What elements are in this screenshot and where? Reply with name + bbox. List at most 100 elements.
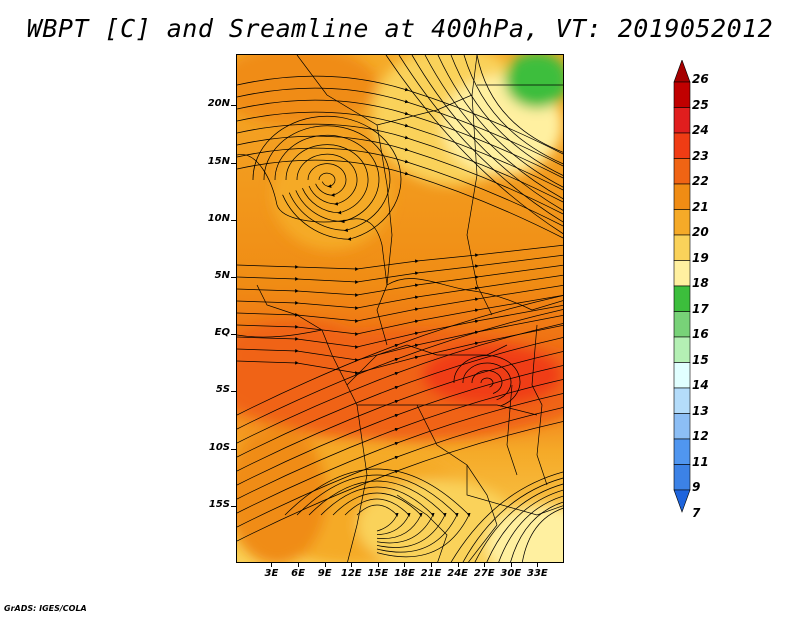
streamline bbox=[285, 144, 369, 215]
streamline bbox=[522, 507, 563, 562]
colorbar-level-label: 12 bbox=[692, 429, 709, 443]
streamline bbox=[237, 295, 563, 416]
colorbar-segment bbox=[673, 107, 691, 134]
colorbar-segment bbox=[673, 183, 691, 210]
colorbar-segment bbox=[673, 209, 691, 236]
streamline bbox=[476, 55, 563, 153]
colorbar-level-label: 22 bbox=[692, 174, 709, 188]
colorbar-level-label: 19 bbox=[692, 250, 709, 265]
lon-tick-mark bbox=[510, 563, 512, 567]
colorbar bbox=[673, 60, 691, 513]
lon-tick-label: 24E bbox=[447, 568, 468, 579]
lat-tick-label: 15N bbox=[207, 155, 230, 167]
streamline bbox=[332, 492, 423, 539]
streamline bbox=[320, 486, 435, 544]
streamline bbox=[450, 55, 563, 176]
colorbar-level-label: 25 bbox=[692, 97, 709, 112]
streamline bbox=[274, 134, 380, 224]
colorbar-segment bbox=[673, 311, 691, 338]
streamline bbox=[237, 99, 563, 179]
colorbar-level-label: 7 bbox=[692, 505, 701, 520]
lat-tick-label: 10S bbox=[208, 441, 230, 453]
colorbar-level-label: 16 bbox=[692, 327, 709, 341]
streamline bbox=[237, 87, 563, 167]
colorbar-level-label: 23 bbox=[692, 148, 709, 163]
streamline bbox=[252, 115, 402, 241]
streamline bbox=[356, 504, 399, 532]
lon-tick-label: 33E bbox=[527, 568, 548, 579]
streamline bbox=[462, 362, 512, 401]
streamline bbox=[411, 55, 563, 211]
lat-tick-label: 20N bbox=[207, 98, 230, 110]
streamline bbox=[344, 498, 411, 535]
lat-tick-mark bbox=[231, 219, 236, 221]
colorbar-min-triangle bbox=[673, 489, 691, 513]
colorbar-level-label: 26 bbox=[692, 72, 709, 86]
lat-tick-mark bbox=[231, 505, 236, 507]
streamline bbox=[463, 55, 563, 165]
streamline bbox=[237, 379, 563, 500]
lon-tick-mark bbox=[377, 563, 379, 567]
colorbar-segment bbox=[673, 285, 691, 312]
colorbar-level-label: 18 bbox=[692, 276, 709, 290]
colorbar-segment bbox=[673, 362, 691, 389]
lat-tick-label: 15S bbox=[208, 498, 230, 510]
lat-tick-mark bbox=[231, 277, 236, 279]
colorbar-level-label: 17 bbox=[692, 301, 709, 316]
lat-tick-mark bbox=[231, 162, 236, 164]
streamline bbox=[486, 489, 563, 562]
lon-tick-label: 3E bbox=[264, 568, 279, 579]
colorbar-level-label: 11 bbox=[692, 454, 709, 469]
colorbar-segment bbox=[673, 132, 691, 159]
streamline bbox=[480, 377, 494, 388]
streamline bbox=[237, 407, 563, 528]
streamline bbox=[398, 55, 563, 223]
lat-tick-label: 5N bbox=[214, 270, 230, 282]
colorbar-max-triangle bbox=[673, 60, 691, 83]
colorbar-segment bbox=[673, 260, 691, 287]
colorbar-level-label: 15 bbox=[692, 352, 709, 367]
lon-tick-mark bbox=[537, 563, 539, 567]
streamline bbox=[237, 325, 563, 375]
streamline bbox=[237, 147, 563, 227]
streamline bbox=[237, 323, 563, 444]
lon-tick-mark bbox=[484, 563, 486, 567]
streamline bbox=[237, 337, 563, 458]
streamline bbox=[318, 172, 336, 189]
streamline bbox=[498, 495, 563, 562]
lon-tick-label: 9E bbox=[317, 568, 332, 579]
colorbar-level-label: 20 bbox=[692, 225, 709, 239]
colorbar-segment bbox=[673, 234, 691, 261]
streamline bbox=[462, 477, 563, 562]
colorbar-segment bbox=[673, 158, 691, 185]
lon-tick-label: 30E bbox=[500, 568, 522, 579]
streamline bbox=[453, 355, 521, 407]
lon-tick-label: 18E bbox=[394, 568, 415, 579]
streamline bbox=[510, 501, 563, 562]
lon-tick-label: 12E bbox=[340, 568, 362, 579]
lat-tick-mark bbox=[231, 105, 236, 107]
streamline bbox=[308, 480, 447, 548]
colorbar-segment bbox=[673, 81, 691, 108]
lon-tick-mark bbox=[324, 563, 326, 567]
streamline bbox=[296, 474, 459, 553]
wbpt-streamline-map bbox=[237, 55, 563, 562]
lat-tick-mark bbox=[231, 448, 236, 450]
lon-tick-mark bbox=[351, 563, 353, 567]
streamlines bbox=[237, 55, 563, 562]
streamline bbox=[471, 370, 503, 394]
colorbar-segment bbox=[673, 464, 691, 491]
streamline bbox=[237, 135, 563, 215]
colorbar-level-label: 24 bbox=[692, 123, 709, 137]
streamline bbox=[237, 365, 563, 486]
colorbar-level-label: 13 bbox=[692, 403, 709, 418]
streamline bbox=[424, 55, 563, 200]
lon-tick-mark bbox=[271, 563, 273, 567]
lat-tick-mark bbox=[231, 334, 236, 336]
colorbar-segment bbox=[673, 336, 691, 363]
streamline bbox=[284, 468, 471, 558]
lon-tick-mark bbox=[298, 563, 300, 567]
streamline bbox=[263, 125, 391, 233]
streamline bbox=[474, 483, 563, 562]
colorbar-segment bbox=[673, 387, 691, 414]
